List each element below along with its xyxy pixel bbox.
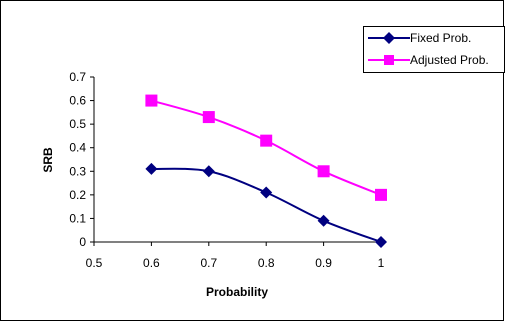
data-point-diamond [202, 165, 215, 178]
data-point-diamond [145, 162, 158, 175]
x-tick-label: 0.9 [315, 256, 332, 270]
y-tick-label: 0.5 [69, 117, 86, 131]
legend-label-adjusted: Adjusted Prob. [410, 53, 489, 67]
data-point-diamond [317, 214, 330, 227]
data-point-square [375, 188, 387, 201]
y-axis-title: SRB [41, 147, 55, 173]
data-point-diamond [260, 186, 273, 199]
x-axis-title: Probability [206, 285, 268, 299]
legend: Fixed Prob. Adjusted Prob. [363, 26, 505, 73]
series-layer [145, 94, 387, 248]
y-tick-label: 0.6 [69, 94, 86, 108]
series-adjusted-prob [145, 94, 387, 201]
data-point-square [202, 111, 215, 124]
x-tick-label: 0.5 [86, 256, 103, 270]
x-tick-label: 1 [378, 256, 385, 270]
x-tick-label: 0.7 [200, 256, 217, 270]
legend-label-fixed: Fixed Prob. [410, 31, 471, 45]
y-ticks: 0 0.1 0.2 0.3 0.4 0.5 0.6 0.7 [69, 70, 94, 249]
y-tick-label: 0.1 [69, 211, 86, 225]
data-point-square [260, 134, 273, 147]
x-ticks: 0.5 0.6 0.7 0.8 0.9 1 [86, 242, 385, 270]
x-tick-label: 0.8 [258, 256, 275, 270]
y-tick-label: 0.2 [69, 188, 86, 202]
series-fixed-prob [145, 162, 387, 248]
legend-marker-adjusted [384, 55, 394, 65]
y-tick-label: 0.3 [69, 164, 86, 178]
y-tick-label: 0.4 [69, 141, 86, 155]
data-point-diamond [375, 236, 387, 248]
data-point-square [317, 165, 330, 178]
y-tick-label: 0.7 [69, 70, 86, 84]
x-tick-label: 0.6 [143, 256, 160, 270]
legend-marker-fixed [383, 32, 395, 44]
y-tick-label: 0 [79, 235, 86, 249]
data-point-square [145, 94, 158, 107]
